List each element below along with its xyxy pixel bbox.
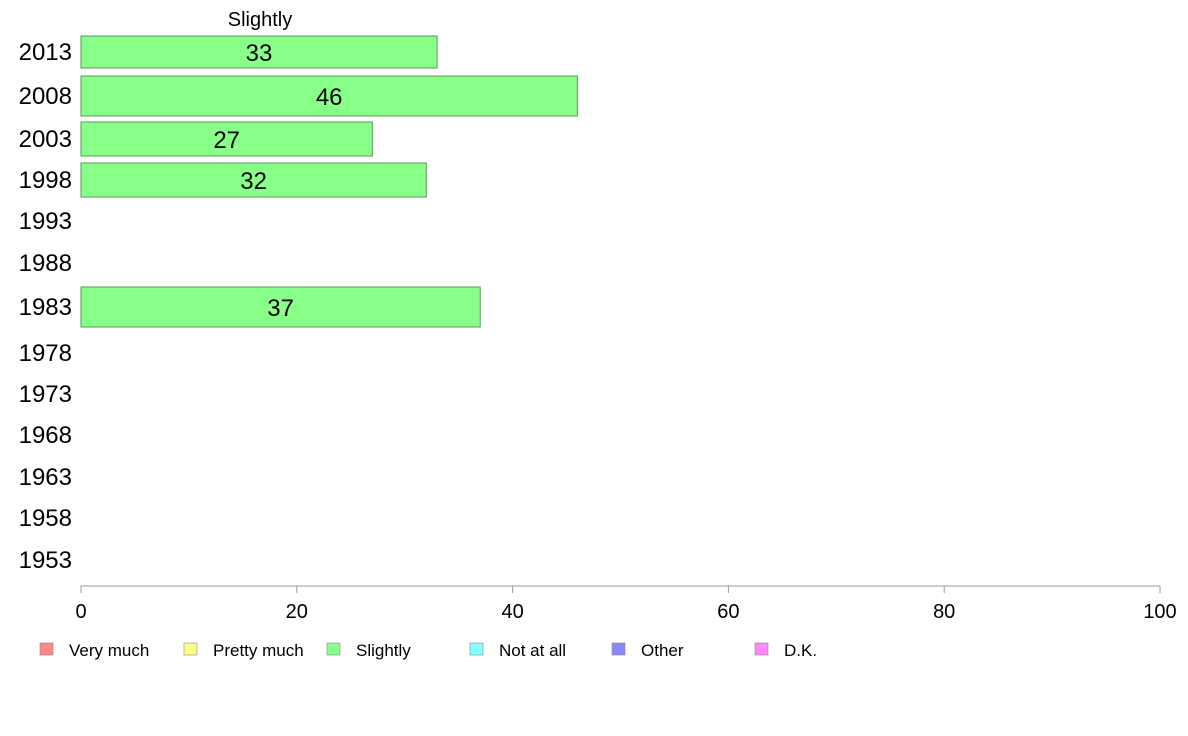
chart-title: Slightly xyxy=(228,9,292,31)
year-label-1993: 1993 xyxy=(19,208,72,235)
year-label-2008: 2008 xyxy=(19,83,72,110)
year-label-2013: 2013 xyxy=(19,39,72,66)
year-label-1988: 1988 xyxy=(19,250,72,277)
year-label-1958: 1958 xyxy=(19,505,72,532)
year-label-1953: 1953 xyxy=(19,547,72,574)
year-label-1998: 1998 xyxy=(19,167,72,194)
x-tick-label-60: 60 xyxy=(717,601,739,623)
bar-label-1983: 37 xyxy=(267,295,294,322)
bar-1983 xyxy=(80,286,481,328)
legend: Very much Pretty much Slightly Not at all Ot… xyxy=(39,641,817,660)
x-tick-label-0: 0 xyxy=(75,601,86,623)
legend-label-slightly: Slightly xyxy=(356,641,411,660)
legend-label-other: Other xyxy=(641,641,684,660)
year-label-1973: 1973 xyxy=(19,381,72,408)
bar-2008 xyxy=(80,75,578,117)
legend-label-very-much: Very much xyxy=(69,641,149,660)
legend-label-d-k: D.K. xyxy=(784,641,817,660)
year-label-1983: 1983 xyxy=(19,294,72,321)
bar-2003 xyxy=(80,121,373,157)
legend-label-not-at-all: Not at all xyxy=(499,641,566,660)
x-tick-label-100: 100 xyxy=(1143,601,1176,623)
legend-swatch-not-at-all xyxy=(469,642,484,656)
year-label-1963: 1963 xyxy=(19,464,72,491)
legend-label-pretty-much: Pretty much xyxy=(213,641,304,660)
year-labels-group: 2013 2008 2003 1998 1993 1988 1983 1978 1973 1968… xyxy=(19,39,72,574)
year-label-2003: 2003 xyxy=(19,126,72,153)
bar-label-2003: 27 xyxy=(213,127,240,154)
bar-label-1998: 32 xyxy=(240,168,267,195)
legend-swatch-d-k xyxy=(754,642,769,656)
bar-label-2013: 33 xyxy=(246,40,273,67)
year-label-1978: 1978 xyxy=(19,340,72,367)
x-tick-label-80: 80 xyxy=(933,601,955,623)
legend-swatch-very-much xyxy=(39,642,54,656)
year-label-1968: 1968 xyxy=(19,422,72,449)
x-tick-label-40: 40 xyxy=(501,601,523,623)
x-ticks-group: 0 20 40 60 80 100 xyxy=(75,586,1177,623)
legend-swatch-other xyxy=(611,642,626,656)
bar-label-2008: 46 xyxy=(316,84,343,111)
bar-1998 xyxy=(80,162,427,198)
x-tick-label-20: 20 xyxy=(286,601,308,623)
legend-swatch-pretty-much xyxy=(183,642,198,656)
legend-swatch-slightly xyxy=(326,642,341,656)
bar-2013 xyxy=(80,35,438,69)
